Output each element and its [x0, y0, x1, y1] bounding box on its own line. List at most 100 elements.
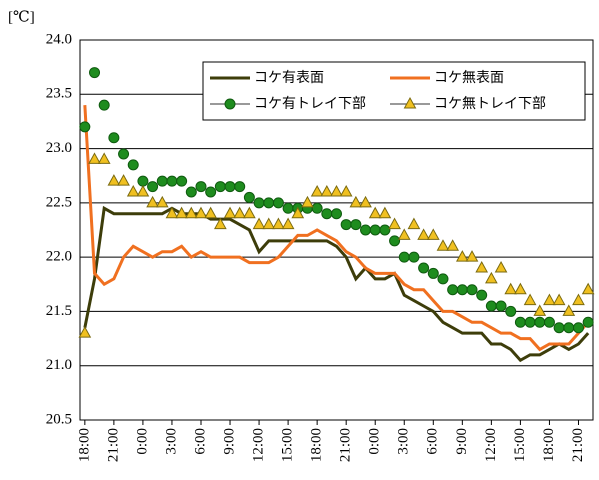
data-point: [107, 174, 121, 186]
data-point: [339, 184, 353, 197]
data-point: [418, 262, 430, 274]
data-point: [427, 267, 439, 279]
data-point: [495, 300, 507, 312]
data-point: [147, 181, 159, 193]
data-point: [127, 159, 139, 171]
x-tick-label: 3:00: [163, 428, 179, 455]
data-point: [552, 293, 566, 306]
data-point: [195, 181, 207, 193]
data-point: [533, 304, 547, 316]
x-tick-label: 18:00: [76, 428, 92, 462]
data-point: [494, 260, 508, 273]
data-point: [455, 250, 469, 262]
y-tick-label: 21.5: [46, 303, 72, 319]
data-point: [378, 206, 392, 219]
x-tick-label: 21:00: [570, 428, 586, 462]
series-line: [83, 205, 590, 363]
legend-label: コケ無表面: [434, 70, 504, 86]
data-point: [350, 219, 362, 231]
data-point: [572, 322, 584, 334]
data-point: [360, 224, 372, 236]
data-point: [262, 217, 276, 230]
data-point: [252, 217, 266, 230]
x-tick-label: 9:00: [221, 428, 237, 455]
data-point: [368, 206, 382, 219]
data-point: [514, 282, 527, 295]
data-point: [505, 305, 517, 317]
data-point: [185, 186, 197, 198]
data-point: [504, 282, 518, 295]
data-point: [194, 206, 208, 219]
y-tick-label: 21.0: [46, 357, 72, 373]
data-point: [263, 197, 275, 209]
x-tick-label: 6:00: [425, 428, 441, 455]
data-point: [320, 184, 334, 197]
data-point: [272, 217, 285, 230]
x-tick-label: 12:00: [251, 428, 267, 462]
legend-marker: [403, 96, 417, 109]
data-point: [233, 206, 247, 219]
data-point: [340, 219, 352, 231]
data-point: [89, 67, 101, 79]
data-point: [224, 181, 236, 193]
data-point: [331, 208, 342, 220]
data-point: [349, 195, 363, 208]
data-point: [79, 121, 91, 133]
legend-label: コケ無トレイ下部: [434, 96, 546, 112]
data-point: [281, 217, 295, 230]
data-point: [369, 224, 381, 236]
data-point: [311, 202, 323, 214]
legend-box: [202, 61, 586, 121]
x-tick-label: 12:00: [483, 428, 499, 462]
data-point: [205, 186, 217, 198]
data-point: [184, 206, 198, 219]
y-tick-label: 20.5: [46, 411, 72, 427]
data-point: [485, 300, 497, 312]
data-point: [485, 271, 498, 284]
x-tick-label: 21:00: [105, 428, 121, 462]
data-point: [176, 175, 188, 187]
data-point: [379, 224, 391, 236]
data-point: [572, 293, 585, 306]
y-tick-label: 24.0: [46, 31, 72, 47]
legend-marker: [224, 98, 236, 110]
data-point: [582, 316, 594, 328]
data-point: [136, 184, 150, 197]
data-point: [465, 250, 479, 262]
data-point: [243, 206, 256, 219]
data-point: [553, 322, 565, 334]
data-point: [272, 197, 284, 209]
data-point: [214, 181, 226, 193]
data-point: [117, 174, 130, 186]
data-point: [175, 206, 188, 219]
data-point: [456, 284, 468, 296]
data-point: [282, 202, 294, 214]
data-point: [437, 273, 449, 285]
x-tick-label: 15:00: [280, 428, 296, 462]
data-point: [155, 195, 169, 208]
data-point: [581, 282, 595, 295]
data-point: [476, 289, 488, 301]
data-point: [417, 228, 430, 240]
data-point: [88, 152, 101, 164]
data-point: [97, 152, 111, 164]
x-tick-label: 3:00: [396, 428, 412, 455]
data-point: [108, 132, 120, 144]
x-tick-label: 15:00: [512, 428, 528, 462]
x-tick-label: 21:00: [338, 428, 354, 462]
data-point: [78, 326, 92, 338]
y-tick-label: 22.5: [46, 194, 72, 210]
data-point: [98, 99, 110, 111]
data-point: [253, 197, 265, 209]
x-tick-label: 0:00: [367, 428, 383, 455]
data-point: [398, 251, 410, 263]
legend-label: コケ有トレイ下部: [254, 96, 366, 112]
data-point: [563, 322, 575, 334]
data-point: [407, 217, 421, 230]
data-point: [330, 184, 343, 197]
data-point: [321, 208, 333, 220]
data-point: [534, 316, 546, 328]
data-point: [301, 195, 314, 208]
